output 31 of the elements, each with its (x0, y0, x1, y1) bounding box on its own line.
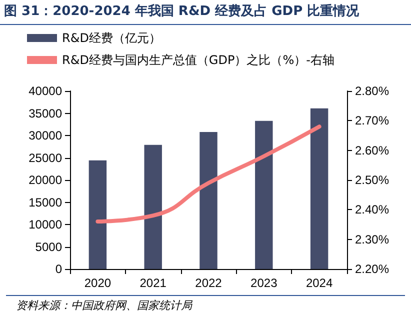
bar (88, 160, 107, 269)
y2-tick-label: 2.50% (355, 173, 390, 187)
y2-tick-label: 2.70% (355, 114, 390, 128)
x-tick-label: 2020 (84, 276, 112, 290)
bar (310, 108, 328, 269)
y-tick-label: 15000 (28, 195, 62, 210)
x-tick-label: 2022 (195, 276, 222, 290)
y-tick-label: 40000 (28, 84, 62, 98)
bar (255, 120, 273, 269)
y-tick-label: 25000 (28, 150, 62, 165)
y2-tick-label: 2.60% (355, 143, 390, 158)
y-tick-label: 35000 (28, 106, 62, 120)
legend-label: R&D经费（亿元） (62, 31, 161, 45)
y-tick-label: 5000 (35, 240, 62, 254)
chart-title: 图 31：2020-2024 年我国 R&D 经费及占 GDP 比重情况 (0, 0, 411, 25)
y2-tick-label: 2.20% (355, 262, 390, 276)
bar (200, 132, 218, 269)
y-tick-label: 30000 (28, 128, 62, 142)
line-series (96, 124, 322, 224)
legend-label: R&D经费与国内生产总值（GDP）之比（%）-右轴 (62, 53, 334, 67)
x-tick-label: 2021 (140, 276, 167, 290)
y-tick-label: 20000 (28, 173, 62, 187)
x-tick-label: 2024 (306, 276, 333, 290)
y2-tick-label: 2.80% (355, 84, 390, 98)
y-tick-label: 0 (55, 262, 62, 276)
y2-tick-label: 2.30% (355, 232, 390, 246)
bar (144, 144, 162, 269)
text: 资料来源：中国政府网、国家统计局 (6, 295, 405, 315)
y2-tick-label: 2.40% (355, 202, 390, 217)
x-tick-label: 2023 (250, 276, 278, 290)
y-tick-label: 10000 (28, 218, 62, 232)
